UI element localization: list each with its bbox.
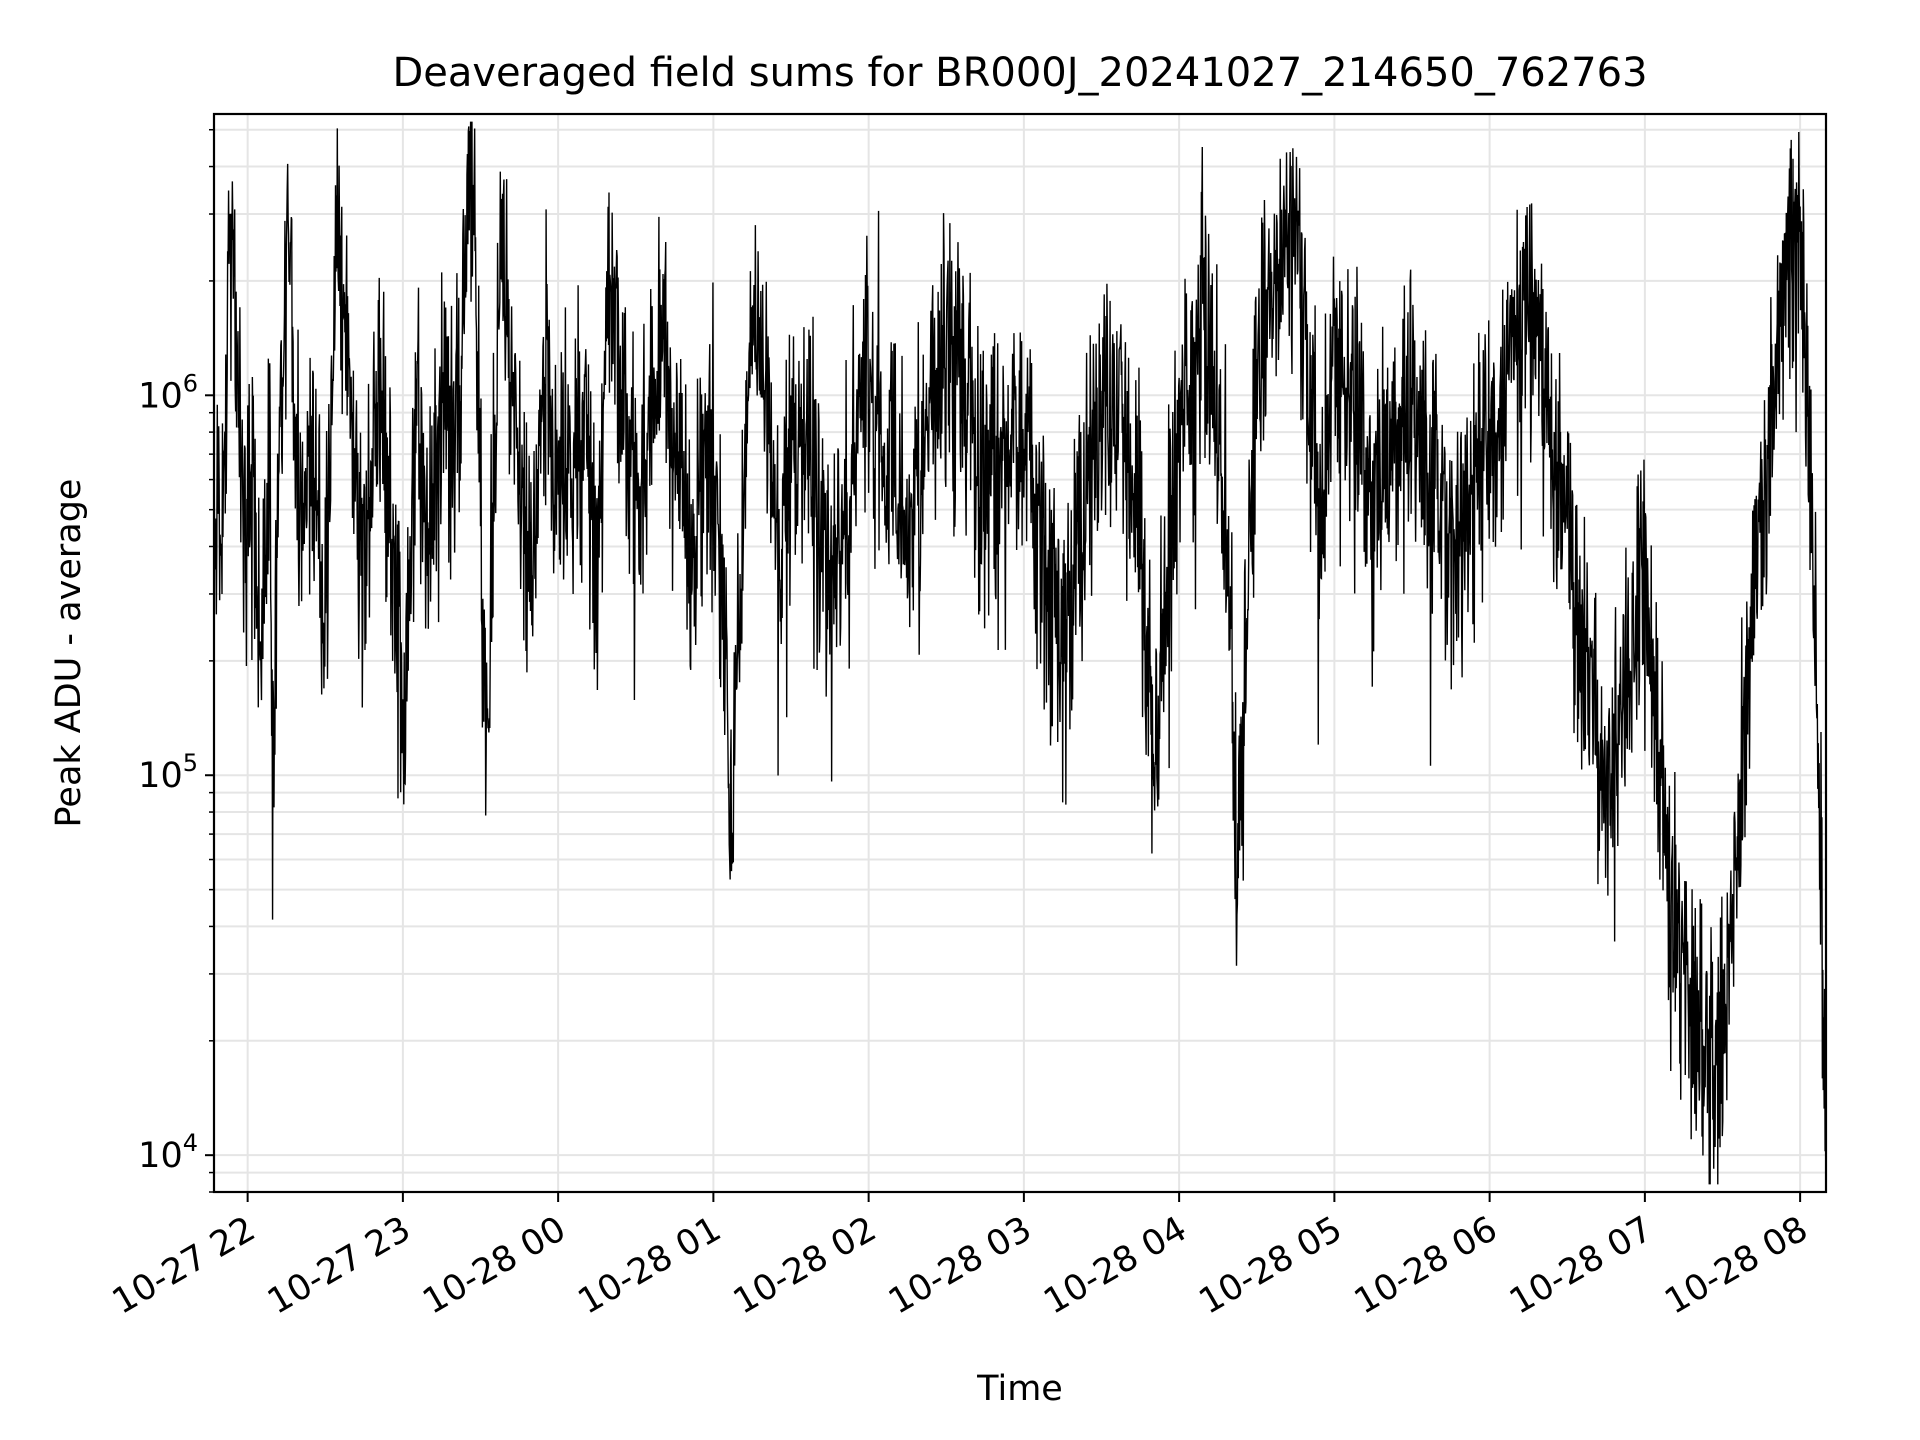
x-axis-label: Time: [976, 1369, 1063, 1409]
y-tick-exponent: 4: [183, 1129, 198, 1157]
y-axis-label: Peak ADU - average: [49, 479, 89, 828]
y-tick-base: 10: [138, 756, 183, 796]
y-tick-label: 104: [138, 1129, 198, 1176]
y-tick-exponent: 5: [183, 749, 198, 777]
y-tick-base: 10: [138, 376, 183, 416]
y-tick-base: 10: [138, 1136, 183, 1176]
y-tick-label: 105: [138, 749, 198, 796]
major-gridlines: [214, 114, 1826, 1192]
axes-frame: [212, 112, 1828, 1194]
series-line: [213, 121, 1827, 1185]
plot-area: [213, 121, 1827, 1185]
y-tick-exponent: 6: [183, 369, 198, 397]
y-tick-label: 106: [138, 369, 198, 416]
chart-title: Deaveraged field sums for BR000J_2024102…: [392, 50, 1647, 96]
